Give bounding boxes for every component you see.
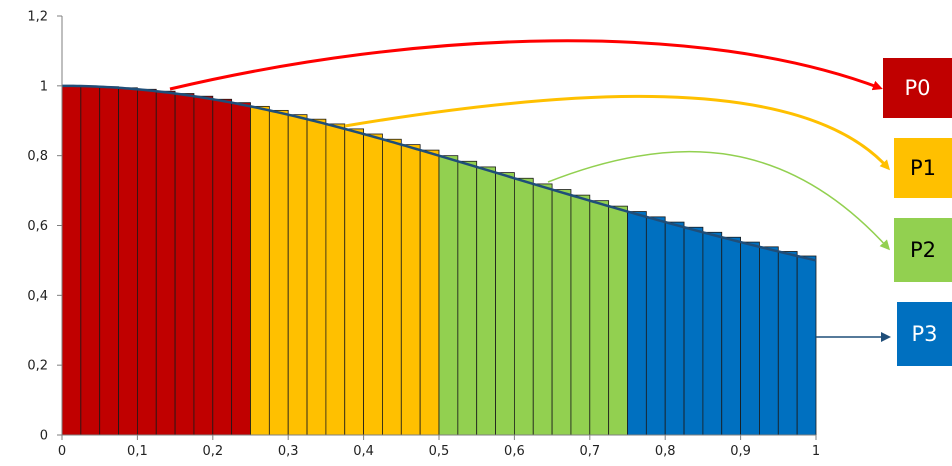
x-tick-label-3: 0,3 bbox=[278, 444, 299, 459]
x-tick-label-6: 0,6 bbox=[504, 444, 525, 459]
x-tick-label-9: 0,9 bbox=[730, 444, 751, 459]
arrow-p2 bbox=[547, 150, 891, 251]
bar-13 bbox=[306, 118, 327, 436]
legend-box-label: P1 bbox=[909, 156, 937, 180]
bar-3 bbox=[118, 87, 138, 436]
bar-9 bbox=[231, 102, 251, 436]
x-tick-label-4: 0,4 bbox=[353, 444, 374, 459]
axes: 0 0,2 0,4 0,6 0,8 1 1,2 0 0,1 0,2 0,3 0,4 0,5 0,6 0,7 0… bbox=[27, 10, 820, 460]
bar-23 bbox=[495, 172, 515, 436]
bar-17 bbox=[382, 138, 402, 436]
x-tick-label-0: 0 bbox=[58, 444, 66, 459]
bar-31 bbox=[645, 216, 666, 436]
bar-11 bbox=[268, 109, 289, 436]
y-tick-label-4: 0,8 bbox=[27, 149, 48, 164]
x-tick-label-1: 0,1 bbox=[127, 444, 148, 459]
bar-14 bbox=[325, 123, 346, 436]
legend-box-p2: P2 bbox=[894, 218, 952, 282]
y-tick-label-6: 1,2 bbox=[27, 10, 48, 25]
arrows-group bbox=[169, 39, 891, 342]
arrow-p0 bbox=[169, 39, 883, 91]
y-tick-label-1: 0,2 bbox=[27, 359, 48, 374]
y-tick-label-3: 0,6 bbox=[27, 219, 48, 234]
bar-37 bbox=[759, 246, 779, 436]
bar-20 bbox=[438, 155, 459, 436]
legend-box-label: P2 bbox=[909, 238, 937, 262]
bar-12 bbox=[287, 114, 308, 436]
y-tick-label-5: 1 bbox=[40, 79, 48, 94]
legend-box-label: P3 bbox=[911, 322, 938, 346]
bar-8 bbox=[212, 98, 233, 436]
bar-24 bbox=[514, 177, 534, 436]
bar-28 bbox=[589, 200, 610, 436]
bar-2 bbox=[99, 86, 119, 436]
legend-box-label: P0 bbox=[904, 76, 931, 100]
bar-36 bbox=[740, 241, 760, 436]
x-tick-label-2: 0,2 bbox=[202, 444, 223, 459]
bar-39 bbox=[796, 255, 817, 436]
bar-15 bbox=[344, 128, 365, 436]
bar-35 bbox=[721, 236, 742, 436]
bars-group bbox=[61, 85, 817, 436]
bar-1 bbox=[80, 85, 101, 436]
legend-box-p3: P3 bbox=[897, 302, 952, 366]
bar-32 bbox=[664, 221, 685, 436]
bar-38 bbox=[777, 251, 798, 436]
bar-26 bbox=[551, 189, 572, 436]
bar-6 bbox=[174, 93, 195, 436]
bar-10 bbox=[250, 105, 270, 436]
bar-29 bbox=[608, 205, 628, 436]
function-curve bbox=[61, 84, 817, 262]
bar-0 bbox=[61, 85, 82, 436]
bar-7 bbox=[193, 95, 214, 436]
x-tick-label-10: 1 bbox=[812, 444, 820, 459]
bar-27 bbox=[570, 194, 591, 436]
bar-25 bbox=[532, 183, 553, 436]
bar-16 bbox=[363, 133, 383, 436]
bar-34 bbox=[702, 231, 723, 436]
bar-5 bbox=[155, 90, 176, 436]
bar-4 bbox=[136, 88, 157, 436]
y-tick-label-2: 0,4 bbox=[27, 289, 48, 304]
bar-33 bbox=[683, 226, 704, 436]
legend-box-p1: P1 bbox=[894, 138, 952, 198]
y-tick-label-0: 0 bbox=[40, 429, 48, 444]
bar-30 bbox=[627, 211, 647, 436]
x-tick-label-8: 0,8 bbox=[655, 444, 676, 459]
bar-21 bbox=[457, 160, 478, 436]
arrow-p1 bbox=[344, 94, 891, 171]
x-tick-label-7: 0,7 bbox=[579, 444, 600, 459]
legend-box-p0: P0 bbox=[883, 58, 952, 118]
x-tick-label-5: 0,5 bbox=[429, 444, 450, 459]
bar-19 bbox=[419, 149, 440, 436]
bar-18 bbox=[400, 144, 421, 436]
bar-22 bbox=[476, 166, 496, 436]
